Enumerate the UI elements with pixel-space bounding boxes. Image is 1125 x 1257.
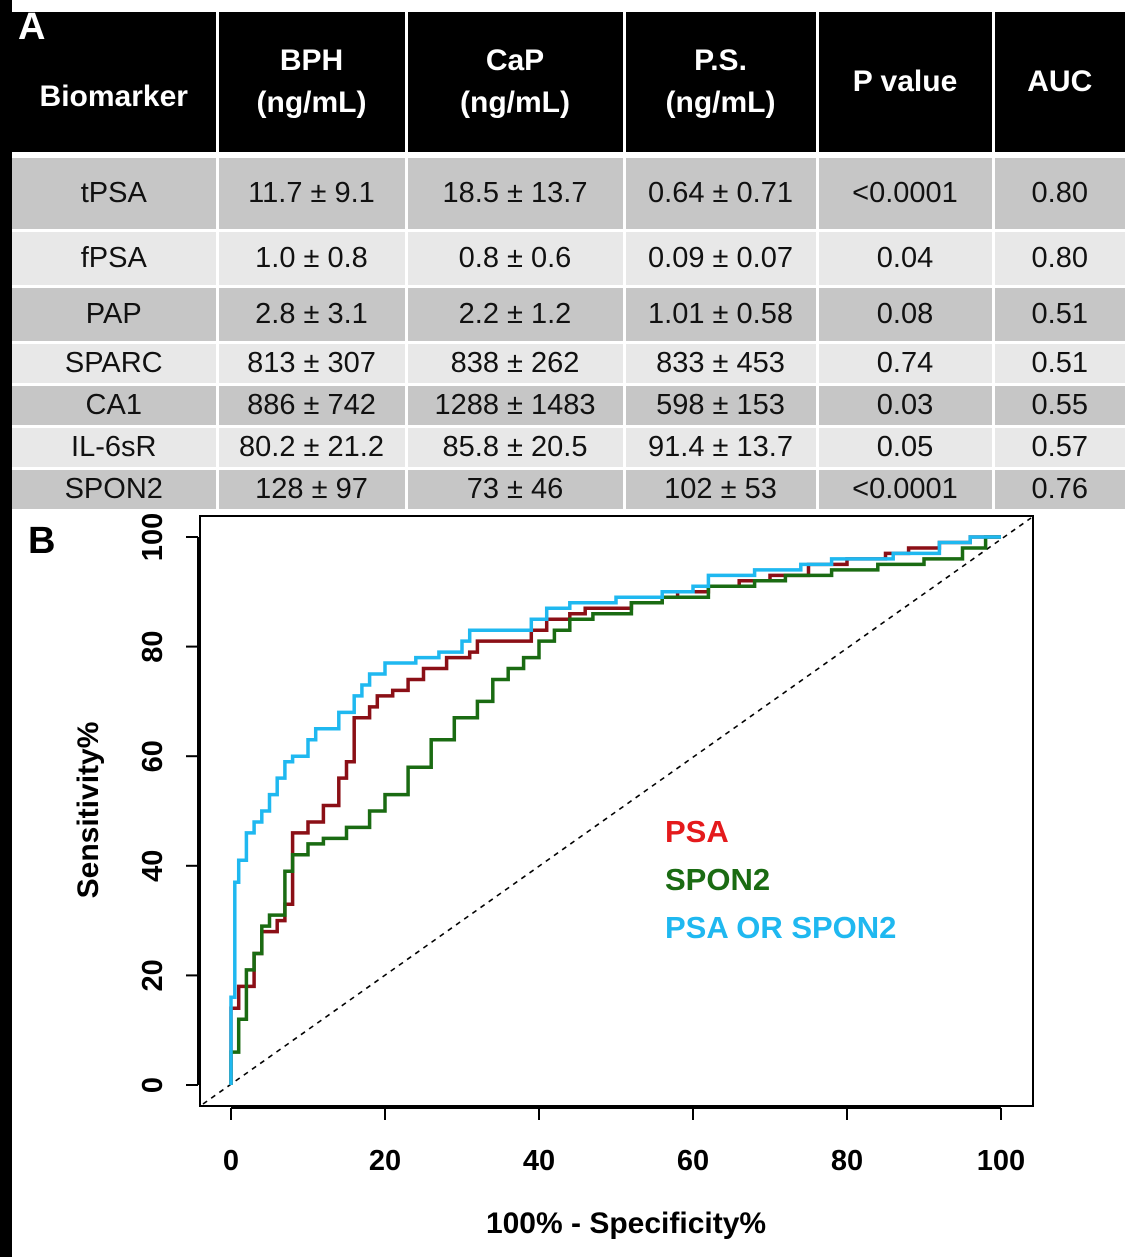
cell-auc: 0.76 <box>991 468 1125 512</box>
cell-biomarker: IL-6sR <box>12 426 219 470</box>
x-axis-title: 100% - Specificity% <box>486 1207 766 1240</box>
cell-biomarker: SPARC <box>12 342 219 386</box>
cell-cap: 0.8 ± 0.6 <box>404 230 626 288</box>
x-tick-label: 60 <box>677 1145 709 1177</box>
header-auc: AUC <box>991 12 1125 152</box>
cell-bph: 1.0 ± 0.8 <box>215 230 408 288</box>
table-row: fPSA 1.0 ± 0.8 0.8 ± 0.6 0.09 ± 0.07 0.0… <box>12 230 1125 288</box>
cell-cap: 2.2 ± 1.2 <box>404 286 626 344</box>
cell-auc: 0.80 <box>991 158 1125 232</box>
y-tick-label: 100 <box>137 513 169 561</box>
psa-roc-line <box>229 535 1001 1085</box>
spon2-roc-line <box>229 535 1001 1085</box>
cell-biomarker: PAP <box>12 286 219 344</box>
table-row: PAP 2.8 ± 3.1 2.2 ± 1.2 1.01 ± 0.58 0.08… <box>12 286 1125 344</box>
x-tick-label: 80 <box>831 1145 863 1177</box>
y-tick-label: 60 <box>137 740 169 772</box>
cell-cap: 73 ± 46 <box>404 468 626 512</box>
cell-biomarker: SPON2 <box>12 468 219 512</box>
table-row: IL-6sR 80.2 ± 21.2 85.8 ± 20.5 91.4 ± 13… <box>12 426 1125 470</box>
table-row: CA1 886 ± 742 1288 ± 1483 598 ± 153 0.03… <box>12 384 1125 428</box>
cell-ps: 833 ± 453 <box>622 342 819 386</box>
y-tick-label: 40 <box>137 850 169 882</box>
x-axis: 0 20 40 60 80 100 <box>223 1107 1025 1177</box>
reference-diagonal <box>202 517 1032 1105</box>
header-p-value: P value <box>815 12 995 152</box>
table-row: tPSA 11.7 ± 9.1 18.5 ± 13.7 0.64 ± 0.71 … <box>12 158 1125 232</box>
table-header-row: Biomarker BPH (ng/mL) CaP (ng/mL) P.S. (… <box>12 12 1125 152</box>
plot-frame <box>199 515 1034 1107</box>
cell-ps: 598 ± 153 <box>622 384 819 428</box>
cell-p-value: 0.03 <box>815 384 995 428</box>
cell-p-value: 0.08 <box>815 286 995 344</box>
legend-spon2: SPON2 <box>665 862 770 897</box>
x-tick-label: 100 <box>977 1145 1025 1177</box>
header-bph: BPH (ng/mL) <box>215 12 408 152</box>
cell-bph: 2.8 ± 3.1 <box>215 286 408 344</box>
cell-bph: 886 ± 742 <box>215 384 408 428</box>
cell-biomarker: CA1 <box>12 384 219 428</box>
y-axis-title: Sensitivity% <box>72 722 105 899</box>
cell-ps: 102 ± 53 <box>622 468 819 512</box>
cell-p-value: 0.05 <box>815 426 995 470</box>
cell-bph: 80.2 ± 21.2 <box>215 426 408 470</box>
y-tick-label: 0 <box>137 1077 169 1093</box>
cell-cap: 838 ± 262 <box>404 342 626 386</box>
cell-auc: 0.55 <box>991 384 1125 428</box>
table-row: SPON2 128 ± 97 73 ± 46 102 ± 53 <0.0001 … <box>12 468 1125 512</box>
cell-auc: 0.51 <box>991 342 1125 386</box>
cell-bph: 11.7 ± 9.1 <box>215 158 408 232</box>
cell-p-value: <0.0001 <box>815 468 995 512</box>
y-axis: 0 20 40 60 80 100 <box>137 513 199 1093</box>
header-ps: P.S. (ng/mL) <box>622 12 819 152</box>
cell-bph: 813 ± 307 <box>215 342 408 386</box>
cell-p-value: <0.0001 <box>815 158 995 232</box>
header-biomarker: Biomarker <box>12 12 219 152</box>
cell-biomarker: tPSA <box>12 158 219 232</box>
cell-cap: 18.5 ± 13.7 <box>404 158 626 232</box>
cell-p-value: 0.04 <box>815 230 995 288</box>
panel-a-label: A <box>18 6 46 48</box>
cell-auc: 0.57 <box>991 426 1125 470</box>
cell-biomarker: fPSA <box>12 230 219 288</box>
cell-p-value: 0.74 <box>815 342 995 386</box>
cell-cap: 1288 ± 1483 <box>404 384 626 428</box>
cell-auc: 0.80 <box>991 230 1125 288</box>
legend-psa: PSA <box>665 814 729 849</box>
panel-b-label: B <box>28 520 55 562</box>
biomarker-table: Biomarker BPH (ng/mL) CaP (ng/mL) P.S. (… <box>12 12 1125 512</box>
x-tick-label: 20 <box>369 1145 401 1177</box>
cell-ps: 0.64 ± 0.71 <box>622 158 819 232</box>
x-tick-label: 0 <box>223 1145 239 1177</box>
cell-bph: 128 ± 97 <box>215 468 408 512</box>
cell-ps: 0.09 ± 0.07 <box>622 230 819 288</box>
figure-left-border <box>0 0 12 1257</box>
legend-psa-or-spon2: PSA OR SPON2 <box>665 910 896 945</box>
cell-ps: 91.4 ± 13.7 <box>622 426 819 470</box>
x-tick-label: 40 <box>523 1145 555 1177</box>
table-row: SPARC 813 ± 307 838 ± 262 833 ± 453 0.74… <box>12 342 1125 386</box>
legend: PSA SPON2 PSA OR SPON2 <box>665 814 896 945</box>
cell-auc: 0.51 <box>991 286 1125 344</box>
cell-ps: 1.01 ± 0.58 <box>622 286 819 344</box>
psa-or-spon2-roc-line <box>229 535 1001 1085</box>
header-cap: CaP (ng/mL) <box>404 12 626 152</box>
y-tick-label: 80 <box>137 630 169 662</box>
y-tick-label: 20 <box>137 959 169 991</box>
cell-cap: 85.8 ± 20.5 <box>404 426 626 470</box>
series-layer <box>229 535 1001 1085</box>
